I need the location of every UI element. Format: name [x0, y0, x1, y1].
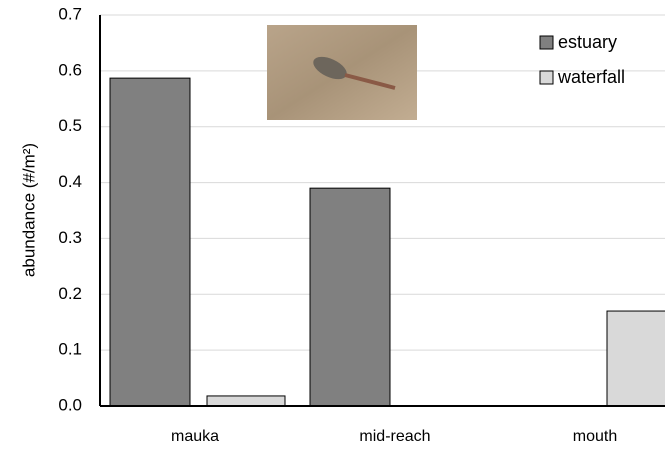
legend-swatch: [539, 35, 554, 50]
photo-inset: [267, 25, 417, 120]
y-tick-label: 0.7: [58, 4, 82, 23]
y-tick-label: 0.6: [58, 60, 82, 79]
legend-label: estuary: [558, 32, 617, 52]
legend-swatch: [539, 70, 554, 85]
bar: [606, 310, 665, 407]
y-axis-label: abundance (#/m²): [19, 143, 38, 277]
y-tick-label: 0.1: [58, 340, 82, 359]
x-tick-label: mauka: [171, 428, 219, 445]
x-tick-label: mouth: [573, 428, 617, 445]
y-tick-label: 0.0: [58, 395, 82, 414]
y-tick-label: 0.2: [58, 284, 82, 303]
bar: [206, 395, 286, 407]
y-tick-label: 0.3: [58, 228, 82, 247]
bar: [309, 187, 391, 407]
y-tick-label: 0.4: [58, 172, 82, 191]
bar: [109, 77, 191, 407]
legend-label: waterfall: [557, 67, 625, 87]
x-tick-label: mid-reach: [359, 428, 430, 445]
y-tick-label: 0.5: [58, 116, 82, 135]
